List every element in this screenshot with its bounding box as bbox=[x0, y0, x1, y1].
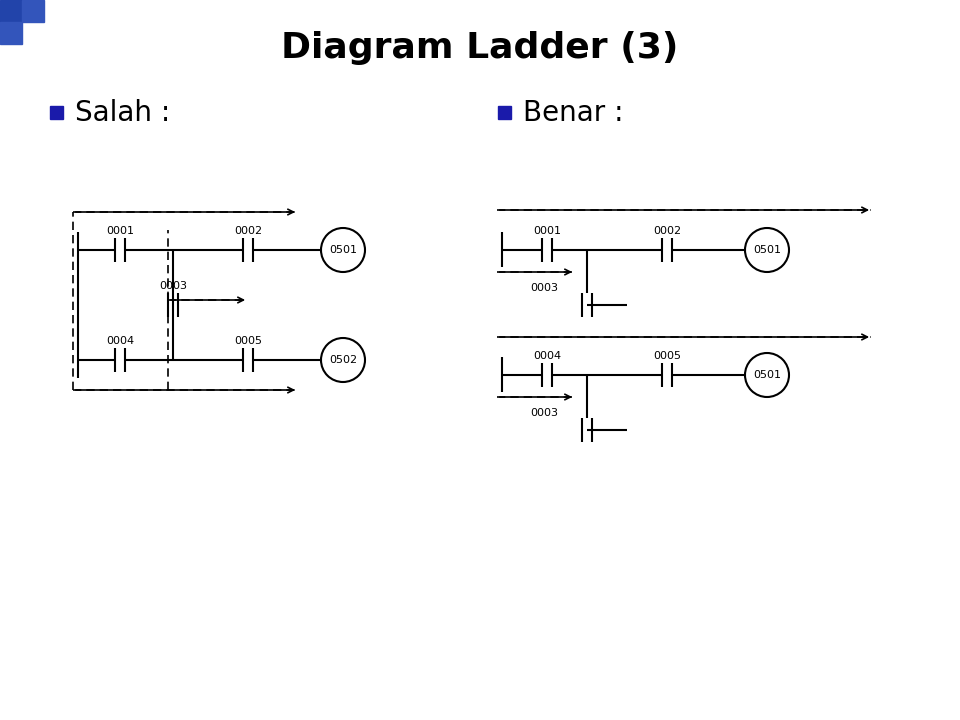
Text: 0004: 0004 bbox=[106, 336, 134, 346]
Bar bbox=[50, 106, 63, 119]
Text: 0501: 0501 bbox=[753, 245, 781, 255]
Bar bbox=[22, 0, 44, 22]
Text: 0003: 0003 bbox=[530, 283, 558, 293]
Text: Salah :: Salah : bbox=[75, 99, 170, 127]
Text: Diagram Ladder (3): Diagram Ladder (3) bbox=[281, 31, 679, 65]
Text: Benar :: Benar : bbox=[523, 99, 623, 127]
Text: 0003: 0003 bbox=[159, 281, 187, 291]
Text: 0002: 0002 bbox=[653, 226, 681, 236]
Text: 0002: 0002 bbox=[234, 226, 262, 236]
Bar bbox=[0, 22, 22, 44]
Text: 0004: 0004 bbox=[533, 351, 561, 361]
Text: 0501: 0501 bbox=[753, 370, 781, 380]
Text: 0005: 0005 bbox=[234, 336, 262, 346]
Bar bbox=[498, 106, 511, 119]
Text: 0003: 0003 bbox=[530, 408, 558, 418]
Text: 0001: 0001 bbox=[533, 226, 561, 236]
Bar bbox=[0, 0, 22, 22]
Text: 0005: 0005 bbox=[653, 351, 681, 361]
Text: 0001: 0001 bbox=[106, 226, 134, 236]
Text: 0502: 0502 bbox=[329, 355, 357, 365]
Text: 0501: 0501 bbox=[329, 245, 357, 255]
